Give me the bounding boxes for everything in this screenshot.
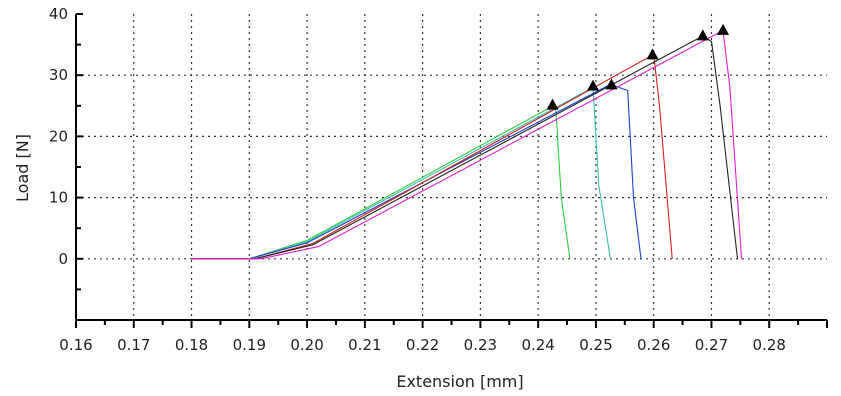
- x-tick-label: 0.22: [406, 336, 439, 354]
- x-tick-label: 0.27: [695, 336, 728, 354]
- peak-marker-2: [587, 79, 600, 91]
- y-axis-title: Load [N]: [13, 134, 32, 202]
- peak-marker-4: [646, 48, 659, 60]
- grid-layer: [76, 14, 827, 320]
- x-tick-label: 0.21: [348, 336, 381, 354]
- marker-layer: [546, 23, 730, 110]
- y-tick-label: 30: [49, 66, 68, 84]
- x-tick-label: 0.20: [290, 336, 323, 354]
- x-tick-label: 0.19: [233, 336, 266, 354]
- y-tick-label: 10: [49, 189, 68, 207]
- series-layer: [191, 29, 743, 260]
- x-tick-label: 0.23: [464, 336, 497, 354]
- x-axis-title: Extension [mm]: [396, 372, 523, 391]
- series-line-1: [191, 103, 571, 260]
- y-tick-label: 20: [49, 127, 68, 145]
- x-tick-label: 0.28: [753, 336, 786, 354]
- y-tick-label: 40: [49, 5, 68, 23]
- peak-marker-1: [546, 98, 559, 110]
- x-tick-label: 0.24: [521, 336, 554, 354]
- x-tick-label: 0.26: [637, 336, 670, 354]
- x-tick-label: 0.18: [175, 336, 208, 354]
- x-tick-label: 0.17: [117, 336, 150, 354]
- series-line-4: [191, 53, 673, 260]
- peak-marker-3: [605, 78, 618, 90]
- peak-marker-5: [696, 29, 709, 41]
- peak-marker-6: [717, 23, 730, 35]
- series-line-6: [191, 29, 743, 260]
- axis-layer: [75, 13, 828, 328]
- label-layer: 0.16 0.17 0.18 0.19 0.20 0.21 0.22 0.23 0.24 0.25…: [49, 5, 786, 354]
- x-tick-label: 0.16: [59, 336, 92, 354]
- x-tick-label: 0.25: [579, 336, 612, 354]
- y-tick-label: 0: [58, 250, 68, 268]
